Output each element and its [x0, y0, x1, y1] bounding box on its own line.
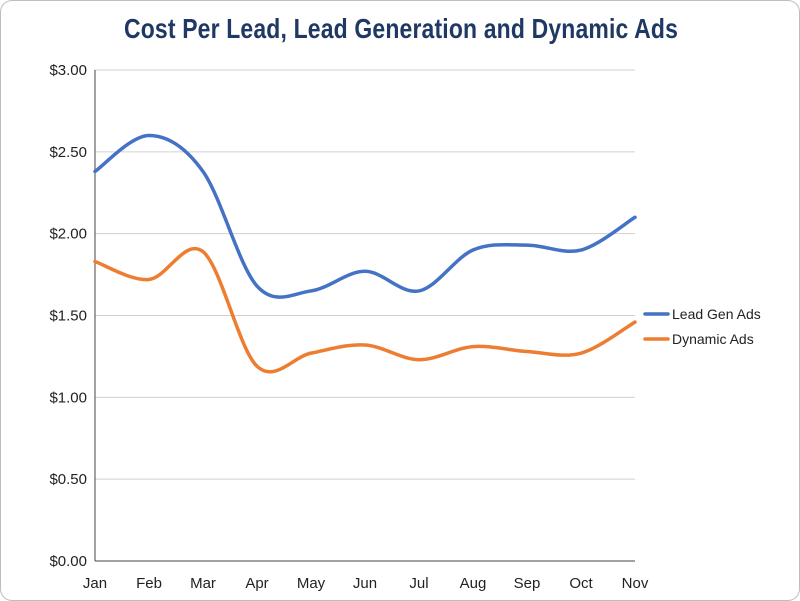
y-axis-ticks: $0.00 $0.50 $1.00 $1.50 $2.00 $2.50 $3.00 — [49, 62, 87, 570]
y-tick-label: $1.00 — [49, 389, 87, 406]
x-tick-label: Nov — [622, 575, 649, 592]
y-tick-label: $3.00 — [49, 62, 87, 79]
y-tick-label: $2.00 — [49, 226, 87, 243]
y-tick-label: $1.50 — [49, 308, 87, 325]
x-tick-label: May — [297, 575, 326, 592]
x-axis-ticks: Jan Feb Mar Apr May Jun Jul Aug Sep Oct Nov — [83, 575, 649, 592]
x-tick-label: Jan — [83, 575, 107, 592]
x-tick-label: Jul — [409, 575, 428, 592]
x-tick-label: Sep — [514, 575, 541, 592]
chart-title: Cost Per Lead, Lead Generation and Dynam… — [123, 13, 679, 44]
y-tick-label: $0.00 — [49, 553, 87, 570]
gridlines — [94, 69, 635, 562]
x-tick-label: Aug — [460, 575, 487, 592]
series-lines — [93, 133, 637, 374]
y-tick-label: $0.50 — [49, 471, 87, 488]
x-tick-label: Oct — [569, 575, 593, 592]
y-tick-label: $2.50 — [49, 144, 87, 161]
legend-label: Lead Gen Ads — [672, 306, 761, 322]
legend: Lead Gen Ads Dynamic Ads — [643, 306, 761, 347]
x-tick-label: Jun — [353, 575, 377, 592]
legend-label: Dynamic Ads — [672, 331, 754, 347]
x-tick-label: Apr — [245, 575, 268, 592]
series-line-dynamic-ads — [93, 247, 637, 374]
x-tick-label: Feb — [136, 575, 162, 592]
series-line-lead-gen-ads — [93, 133, 637, 299]
x-tick-label: Mar — [190, 575, 216, 592]
